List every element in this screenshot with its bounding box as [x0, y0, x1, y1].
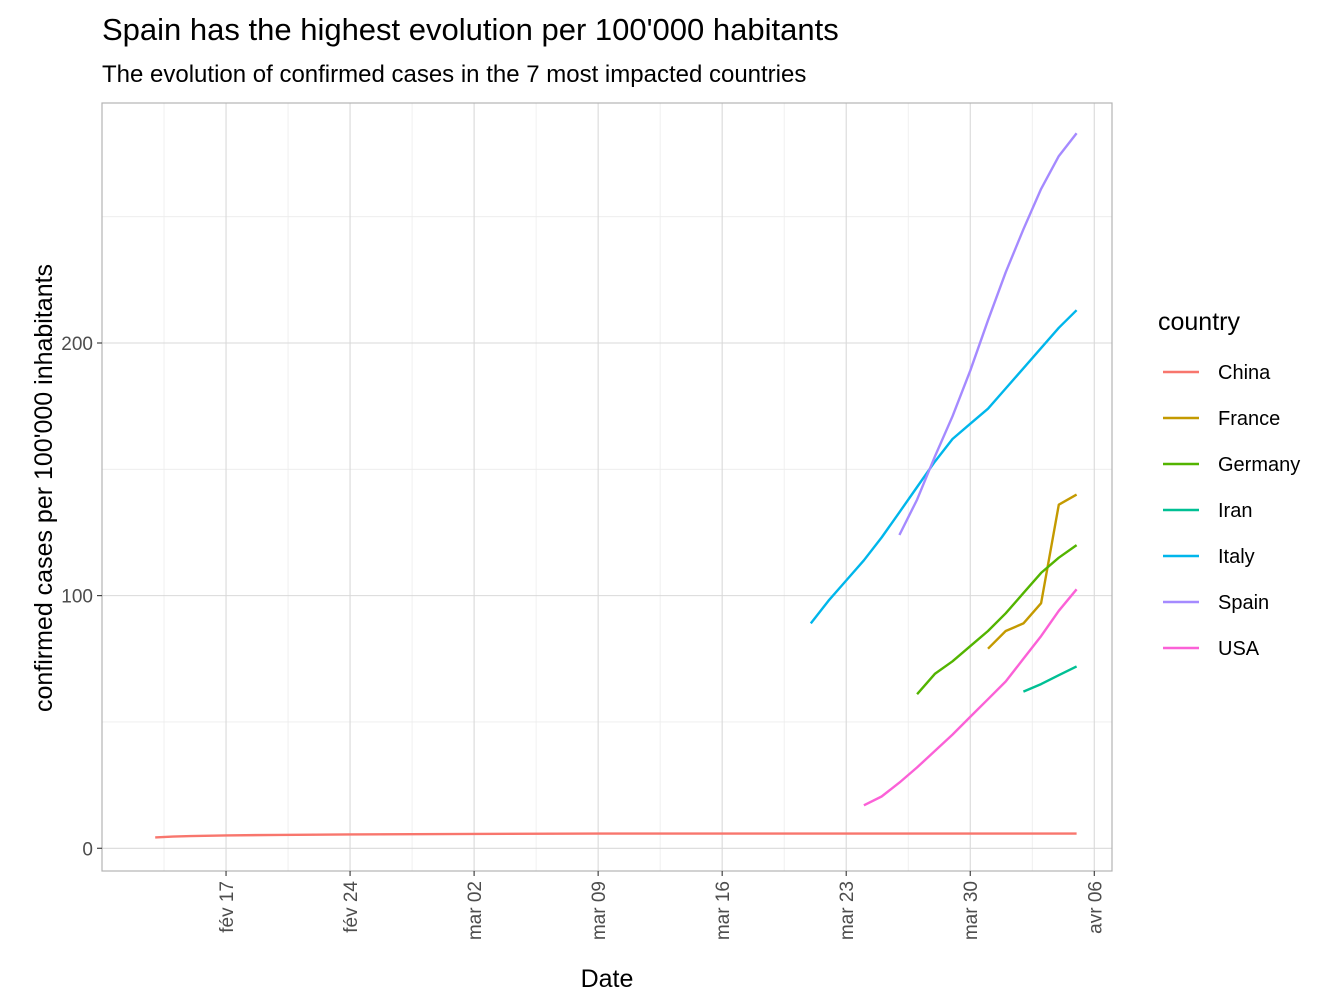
x-tick-label: fév 17: [217, 881, 238, 933]
series-line-italy: [809, 309, 1078, 625]
y-tick-label: 0: [82, 839, 93, 860]
series-line-france: [987, 493, 1078, 650]
legend-label-italy: Italy: [1218, 546, 1255, 568]
x-tick-label: mar 23: [837, 881, 858, 940]
series-line-spain: [898, 132, 1078, 536]
chart-subtitle: The evolution of confirmed cases in the …: [102, 61, 806, 88]
x-tick-label: fév 24: [341, 881, 362, 933]
minor-gridlines: [102, 103, 1112, 871]
series-line-usa: [863, 588, 1078, 807]
legend-title: country: [1158, 308, 1240, 336]
series-line-germany: [916, 544, 1078, 695]
major-gridlines: [102, 103, 1112, 871]
legend-label-china: China: [1218, 362, 1271, 384]
panel-border: [101, 102, 1113, 872]
chart-title: Spain has the highest evolution per 100'…: [102, 12, 839, 47]
x-axis: fév 17 fév 24 mar 02 mar 09 mar 16 mar 23 mar …: [217, 871, 1106, 940]
x-tick-label: mar 30: [961, 881, 982, 940]
x-tick-label: mar 16: [713, 881, 734, 940]
x-tick-label: mar 02: [465, 881, 486, 940]
series-lines: [155, 132, 1078, 839]
legend-label-france: France: [1218, 408, 1280, 430]
legend-label-spain: Spain: [1218, 592, 1269, 614]
x-tick-label: mar 09: [589, 881, 610, 940]
y-axis: 0 100 200: [61, 334, 102, 860]
y-tick-label: 100: [61, 587, 93, 608]
y-axis-title: confirmed cases per 100'000 inhabitants: [30, 264, 58, 712]
x-tick-label: avr 06: [1085, 881, 1106, 934]
legend: country China France Germany Iran Italy Spain…: [1158, 308, 1300, 660]
series-line-china: [155, 832, 1077, 839]
plot-panel: [101, 102, 1113, 872]
series-line-iran: [1022, 665, 1078, 693]
legend-label-iran: Iran: [1218, 500, 1252, 522]
legend-label-usa: USA: [1218, 638, 1260, 660]
legend-label-germany: Germany: [1218, 454, 1300, 476]
x-axis-title: Date: [581, 965, 634, 993]
y-tick-label: 200: [61, 334, 93, 355]
